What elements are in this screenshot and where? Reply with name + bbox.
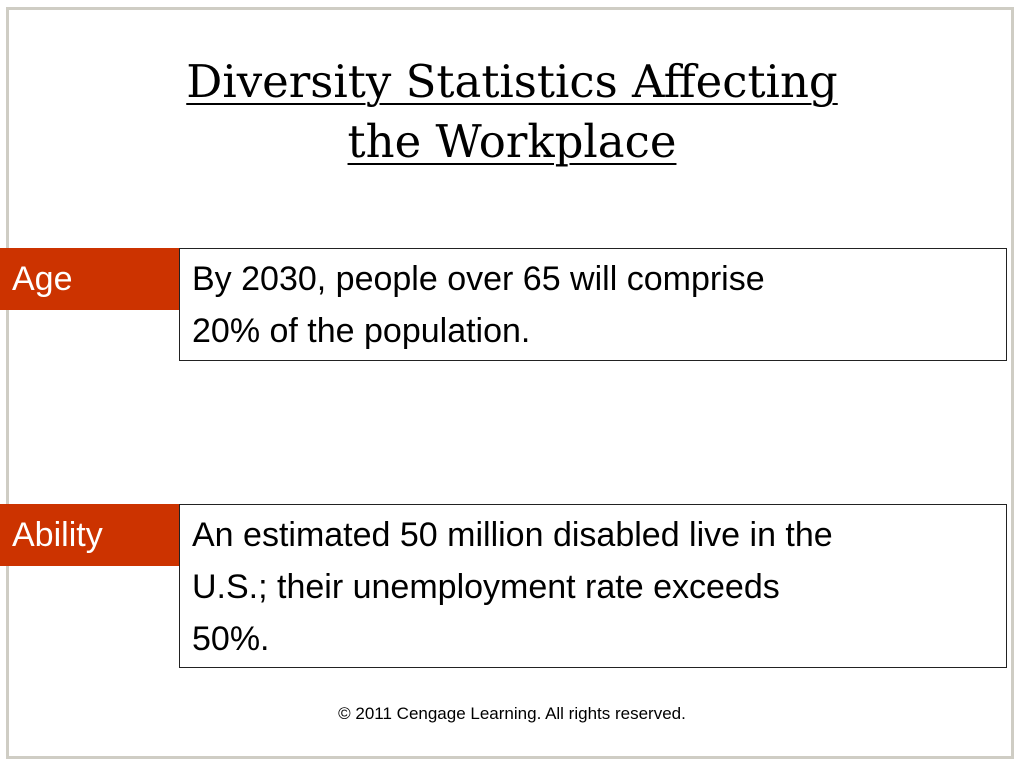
copyright-footer: © 2011 Cengage Learning. All rights rese… bbox=[0, 704, 1024, 724]
slide-frame bbox=[6, 7, 1014, 759]
slide-title-line-2: the Workplace bbox=[347, 115, 677, 168]
row-text-box-ability: An estimated 50 million disabled live in… bbox=[179, 504, 1007, 668]
slide-title: Diversity Statistics Affecting the Workp… bbox=[0, 52, 1024, 172]
row-text-ability-line-2: U.S.; their unemployment rate exceeds bbox=[192, 568, 780, 606]
row-label-ability: Ability bbox=[0, 504, 180, 566]
slide-title-line-1: Diversity Statistics Affecting bbox=[186, 55, 838, 108]
row-text-age-line-1: By 2030, people over 65 will comprise bbox=[192, 260, 765, 298]
row-text-box-age: By 2030, people over 65 will comprise 20… bbox=[179, 248, 1007, 361]
row-text-ability-line-3: 50%. bbox=[192, 620, 270, 658]
row-label-age: Age bbox=[0, 248, 180, 310]
row-text-age-line-2: 20% of the population. bbox=[192, 312, 531, 350]
copyright-text: © 2011 Cengage Learning. All rights rese… bbox=[338, 704, 686, 723]
row-text-ability-line-1: An estimated 50 million disabled live in… bbox=[192, 516, 833, 554]
